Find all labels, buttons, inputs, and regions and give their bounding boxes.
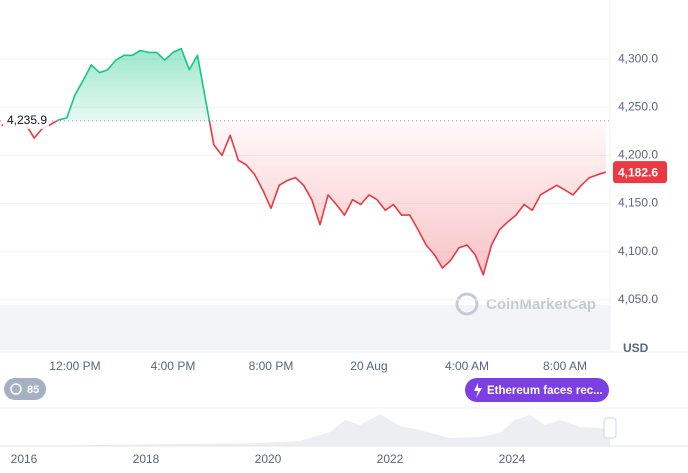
last-price-badge	[613, 161, 667, 184]
overview-tick-label: 2024	[499, 452, 526, 466]
badge[interactable]: 85	[4, 378, 46, 400]
x-tick-label: 4:00 PM	[151, 359, 196, 373]
y-tick-label: 4,300.0	[618, 51, 658, 65]
y-unit: USD	[623, 341, 649, 355]
y-tick-label: 4,050.0	[618, 292, 658, 306]
overview-handle[interactable]	[603, 417, 617, 439]
x-tick-label: 20 Aug	[350, 359, 387, 373]
overview-tick-label: 2016	[11, 452, 38, 466]
overview-tick-label: 2020	[255, 452, 282, 466]
watermark-text: CoinMarketCap	[486, 296, 596, 313]
overview-tick-label: 2022	[377, 452, 404, 466]
overview-area	[0, 414, 610, 446]
overview-tick-label: 2018	[133, 452, 160, 466]
x-tick-label: 12:00 PM	[49, 359, 100, 373]
x-tick-label: 8:00 AM	[543, 359, 587, 373]
y-tick-label: 4,200.0	[618, 148, 658, 162]
news-button[interactable]: Ethereum faces rec...	[465, 378, 609, 402]
badge-text: 85	[27, 384, 39, 396]
volume-band	[0, 305, 610, 350]
y-tick-label: 4,100.0	[618, 244, 658, 258]
area-fill	[1, 48, 606, 275]
y-tick-label: 4,250.0	[618, 99, 658, 113]
y-tick-label: 4,150.0	[618, 196, 658, 210]
x-tick-label: 4:00 AM	[445, 359, 489, 373]
news-text: Ethereum faces rec...	[487, 385, 603, 397]
last-price-label: 4,182.6	[618, 165, 658, 179]
price-line	[1, 47, 607, 276]
x-tick-label: 8:00 PM	[249, 359, 294, 373]
reference-label-bg	[3, 111, 49, 129]
reference-label: 4,235.9	[7, 113, 47, 127]
